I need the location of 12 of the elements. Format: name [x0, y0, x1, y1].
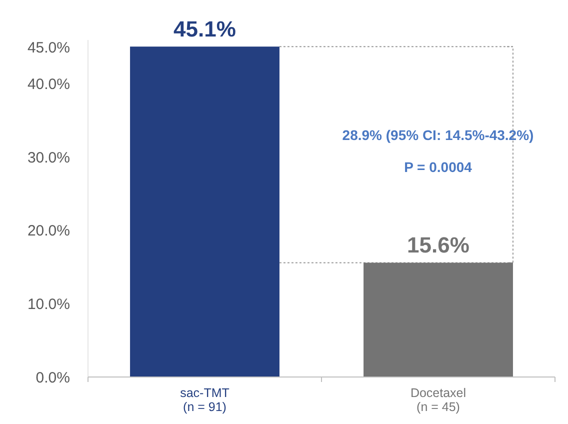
y-tick-label: 40.0% [27, 76, 70, 94]
x-tick-label: Docetaxel (n = 45) [410, 386, 466, 414]
data-label: 15.6% [407, 232, 470, 258]
y-tick-label: 20.0% [27, 222, 70, 240]
annotation: P = 0.0004 [404, 159, 472, 175]
y-tick-label: 0.0% [36, 369, 70, 386]
data-label: 45.1% [174, 16, 236, 42]
x-tick-label: sac-TMT (n = 91) [180, 386, 230, 414]
annotation: 28.9% (95% CI: 14.5%-43.2%) [342, 127, 534, 143]
y-tick-label: 30.0% [27, 149, 70, 166]
y-tick-label: 10.0% [27, 296, 70, 313]
y-tick-label: 45.0% [27, 40, 70, 57]
